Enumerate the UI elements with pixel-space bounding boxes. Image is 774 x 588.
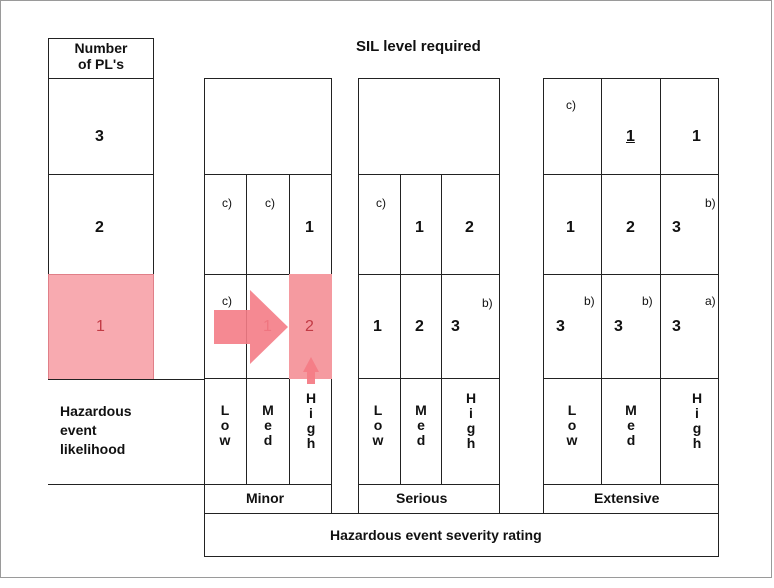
extensive-r3-med: 1 (626, 128, 635, 145)
minor-col-low: L o w (219, 402, 231, 448)
extensive-row-line-3 (543, 378, 719, 379)
serious-col-high: H i g h (465, 390, 477, 451)
extensive-row-line-1 (543, 174, 719, 175)
likelihood-label-cell (48, 379, 205, 485)
serious-top-cell (358, 78, 500, 175)
extensive-r3-low-note: c) (566, 98, 576, 112)
pl-level-1: 1 (96, 318, 105, 335)
serious-row-line-1 (358, 274, 500, 275)
minor-label: Minor (246, 490, 285, 506)
sil-title: SIL level required (356, 38, 481, 55)
extensive-col-med: M e d (625, 402, 637, 448)
extensive-r1-low: 3 (556, 318, 565, 335)
extensive-row-line-2 (543, 274, 719, 275)
up-arrow-icon (303, 357, 319, 384)
extensive-r2-low: 1 (566, 219, 575, 236)
extensive-r1-med: 3 (614, 318, 623, 335)
serious-divider-2 (441, 174, 442, 485)
pl-header-title: Number of PL's (74, 40, 128, 72)
extensive-col-low: L o w (566, 402, 578, 448)
likelihood-label: Hazardous event likelihood (60, 403, 132, 457)
extensive-r1-high-note: a) (705, 294, 716, 308)
severity-rating-label: Hazardous event severity rating (330, 527, 542, 543)
serious-r1-high: 3 (451, 318, 460, 335)
serious-row-line-2 (358, 378, 500, 379)
serious-label: Serious (396, 490, 448, 506)
pl-level-1-cell (48, 274, 154, 380)
serious-r1-high-note: b) (482, 296, 493, 310)
minor-r2-high: 1 (305, 219, 314, 236)
extensive-label: Extensive (594, 490, 660, 506)
minor-r1-high: 2 (305, 318, 314, 335)
extensive-r3-high: 1 (692, 128, 701, 145)
minor-col-high: H i g h (305, 390, 317, 451)
extensive-r1-med-note: b) (642, 294, 653, 308)
minor-r2-med-note: c) (265, 196, 275, 210)
extensive-r1-low-note: b) (584, 294, 595, 308)
minor-row-line-2 (204, 378, 332, 379)
serious-r2-med: 1 (415, 219, 424, 236)
serious-r2-high: 2 (465, 219, 474, 236)
minor-row-line-1 (204, 274, 332, 275)
serious-r1-med: 2 (415, 318, 424, 335)
minor-r2-low-note: c) (222, 196, 232, 210)
serious-col-med: M e d (415, 402, 427, 448)
serious-divider-1 (400, 174, 401, 485)
minor-col-med: M e d (262, 402, 274, 448)
extensive-r1-high: 3 (672, 318, 681, 335)
extensive-r2-med: 2 (626, 219, 635, 236)
extensive-r2-high-note: b) (705, 196, 716, 210)
minor-r1-low-note: c) (222, 294, 232, 308)
extensive-r2-high: 3 (672, 219, 681, 236)
pl-level-2: 2 (95, 219, 104, 236)
extensive-divider-2 (660, 78, 661, 485)
severity-rating-cell (204, 513, 719, 557)
serious-r1-low: 1 (373, 318, 382, 335)
serious-r2-low-note: c) (376, 196, 386, 210)
extensive-col-high: H i g h (691, 390, 703, 451)
serious-col-low: L o w (372, 402, 384, 448)
extensive-divider-1 (601, 78, 602, 485)
right-arrow-icon (214, 290, 288, 364)
pl-level-3: 3 (95, 128, 104, 145)
